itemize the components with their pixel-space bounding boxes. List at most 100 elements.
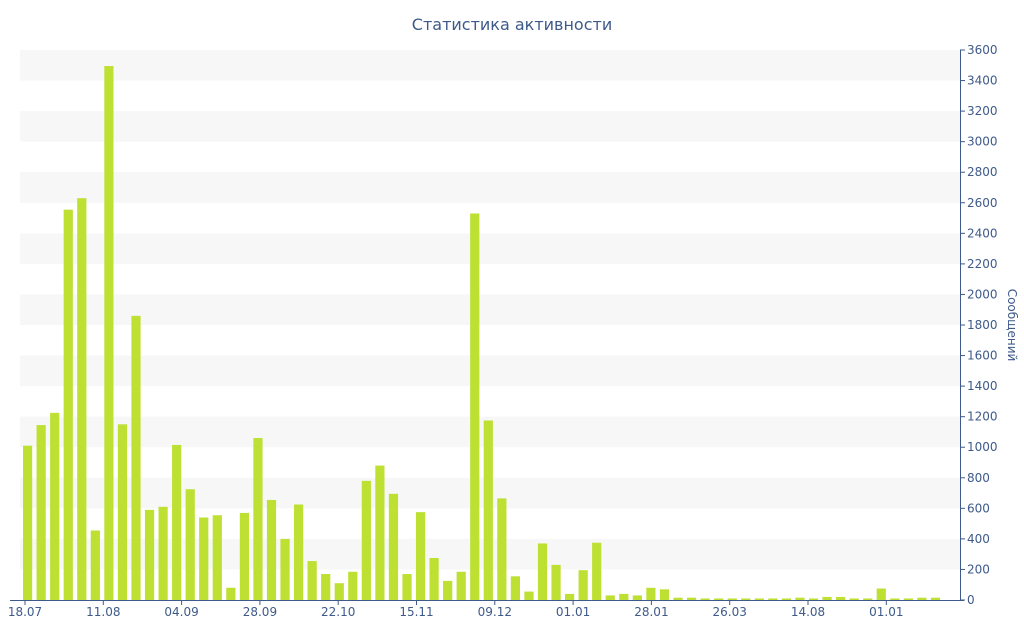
- bar: [334, 583, 344, 600]
- y-tick-label: 2600: [967, 196, 998, 210]
- y-axis: 0 200 400 600 800 1000 1200 1400 1600 1800 2000 220…: [960, 43, 998, 607]
- bar: [294, 504, 304, 600]
- y-tick-label: 3000: [967, 135, 998, 149]
- bar: [754, 598, 764, 600]
- bar: [510, 576, 520, 600]
- bar: [646, 587, 656, 600]
- y-tick-label: 1800: [967, 318, 998, 332]
- bar: [470, 213, 480, 600]
- bar: [172, 444, 182, 600]
- bar: [361, 480, 371, 600]
- y-tick-label: 1200: [967, 410, 998, 424]
- x-tick-label: 11.08: [86, 605, 120, 619]
- bar: [565, 593, 575, 600]
- bar: [199, 517, 209, 600]
- bar: [930, 597, 941, 600]
- bar: [63, 209, 73, 600]
- y-tick-label: 3600: [967, 43, 998, 57]
- y-tick-label: 0: [967, 593, 975, 607]
- x-tick-label: 22.10: [321, 605, 355, 619]
- y-tick-label: 3200: [967, 104, 998, 118]
- bar: [185, 489, 195, 600]
- grid-band: [20, 233, 960, 264]
- y-tick-label: 2800: [967, 165, 998, 179]
- bar: [524, 591, 534, 600]
- x-axis: 18.07 11.08 04.09 28.09 22.10 15.11 09.12 01.01…: [8, 600, 964, 619]
- bar: [890, 598, 900, 600]
- bar: [388, 493, 399, 600]
- bar: [321, 574, 331, 600]
- x-tick-label: 18.07: [8, 605, 42, 619]
- y-tick-label: 2000: [967, 287, 998, 301]
- bar: [443, 580, 453, 600]
- grid-band: [20, 355, 960, 387]
- bar: [551, 564, 561, 600]
- bar: [50, 412, 60, 600]
- grid-band: [20, 50, 960, 81]
- bar: [592, 542, 602, 600]
- bar: [36, 425, 46, 600]
- bar: [876, 588, 886, 600]
- bar: [253, 438, 263, 600]
- bar: [686, 597, 697, 600]
- bar: [768, 598, 778, 600]
- bar: [239, 512, 249, 600]
- bar: [348, 571, 358, 600]
- y-axis-label: Сообщений: [1005, 289, 1019, 362]
- bar: [659, 589, 670, 600]
- bar: [822, 596, 832, 600]
- bar: [280, 538, 290, 600]
- bar: [605, 595, 615, 600]
- bar: [673, 597, 683, 600]
- x-tick-label: 01.01: [869, 605, 903, 619]
- bar: [415, 512, 426, 600]
- bar: [836, 596, 846, 600]
- x-tick-label: 14.08: [791, 605, 825, 619]
- x-tick-label: 28.09: [243, 605, 277, 619]
- bar: [226, 587, 236, 600]
- y-tick-label: 200: [967, 562, 990, 576]
- y-tick-label: 800: [967, 471, 990, 485]
- bar: [212, 515, 222, 600]
- bar: [158, 506, 168, 600]
- grid-band: [20, 172, 960, 203]
- y-tick-label: 400: [967, 532, 990, 546]
- bar: [863, 598, 873, 600]
- x-tick-label: 15.11: [399, 605, 433, 619]
- bar: [917, 597, 927, 600]
- bar: [456, 571, 466, 600]
- bar: [903, 598, 913, 600]
- bar: [104, 66, 114, 600]
- y-tick-label: 2200: [967, 257, 998, 271]
- bar: [849, 598, 859, 600]
- x-tick-label: 04.09: [164, 605, 198, 619]
- bar: [144, 509, 155, 600]
- bar: [266, 499, 277, 600]
- bar: [632, 595, 642, 600]
- y-tick-label: 3400: [967, 74, 998, 88]
- bar: [429, 557, 439, 600]
- bar: [402, 574, 412, 600]
- bar: [781, 598, 791, 600]
- x-tick-label: 26.03: [713, 605, 747, 619]
- bar: [619, 593, 629, 600]
- x-tick-label: 28.01: [634, 605, 668, 619]
- bar: [741, 598, 751, 600]
- bars: [23, 66, 941, 600]
- bar: [808, 598, 819, 600]
- bar: [795, 597, 805, 600]
- bar: [375, 465, 385, 600]
- y-tick-label: 1000: [967, 440, 998, 454]
- bar: [90, 530, 100, 600]
- bar: [714, 598, 724, 600]
- bar: [117, 424, 128, 600]
- bar: [307, 561, 317, 600]
- bar: [700, 598, 710, 600]
- y-tick-label: 1600: [967, 349, 998, 363]
- bar: [727, 598, 737, 600]
- bar: [537, 543, 548, 600]
- bar: [497, 498, 507, 600]
- bar: [77, 198, 87, 600]
- bar: [483, 420, 493, 600]
